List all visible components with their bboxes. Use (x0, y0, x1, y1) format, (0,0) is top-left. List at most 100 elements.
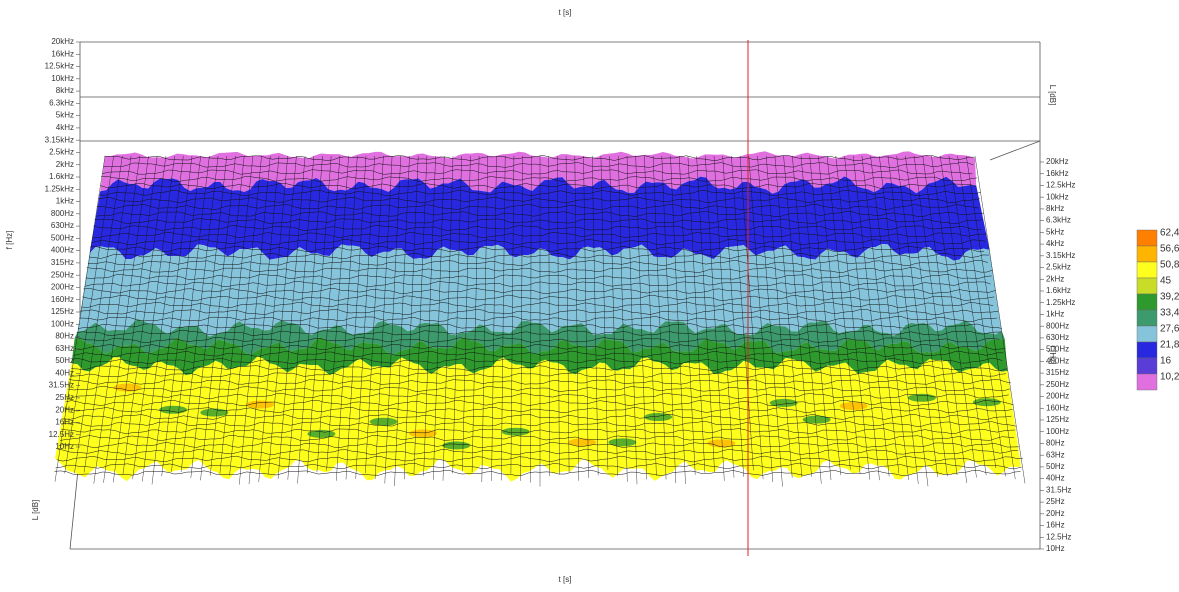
y-tick-label: 160Hz (1046, 403, 1069, 412)
surface-mesh (592, 155, 599, 476)
surface-mesh (74, 343, 1005, 351)
surface-mesh (73, 350, 1004, 358)
surface-patch (307, 429, 336, 438)
surface-mesh (713, 155, 735, 478)
legend-label: 50,8 (1160, 260, 1179, 271)
surface-mesh (326, 155, 349, 471)
surface-mesh (609, 155, 618, 476)
surface-mesh (565, 155, 570, 473)
surface-mesh (54, 470, 1021, 476)
y-tick-label: 1.6kHz (1046, 286, 1071, 295)
y-tick-label: 31.5Hz (1046, 485, 1071, 494)
y-tick-label: 10kHz (51, 74, 74, 83)
surface-patch (972, 398, 1001, 407)
y-tick-label: 400Hz (1046, 356, 1069, 365)
surface-mesh (413, 155, 428, 475)
surface-mesh (297, 155, 323, 484)
surface-mesh (67, 385, 1010, 392)
y-tick-label: 10Hz (55, 442, 74, 451)
surface-mesh (64, 406, 1013, 414)
y-tick-label: 16Hz (55, 418, 74, 427)
surface-patch (442, 441, 471, 450)
surface-mesh (481, 155, 488, 483)
y-tick-label: 1kHz (1046, 310, 1064, 319)
surface-mesh (113, 155, 158, 483)
time-axis-title: t [s] (559, 575, 572, 584)
legend-swatch (1136, 229, 1158, 247)
y-tick-label: 1kHz (56, 197, 74, 206)
surface-mesh (151, 155, 193, 485)
y-tick-label: 5kHz (1046, 227, 1064, 236)
surface-patch (159, 405, 188, 414)
surface-mesh (142, 155, 184, 482)
surface-mesh (60, 435, 1015, 441)
surface-mesh (90, 245, 985, 253)
surface-patch (408, 429, 437, 438)
surface-mesh (122, 155, 167, 475)
surface-mesh (161, 155, 201, 477)
surface-mesh (55, 462, 1022, 470)
surface-mesh (661, 155, 676, 483)
surface-mesh (394, 155, 410, 487)
surface-patch (907, 393, 936, 402)
surface-mesh (94, 218, 983, 224)
y-tick-label: 315Hz (1046, 368, 1069, 377)
surface-mesh (818, 155, 851, 470)
surface-mesh (670, 155, 686, 484)
surface-mesh (774, 155, 803, 478)
y-tick-label: 63Hz (1046, 450, 1065, 459)
y-tick-label: 16Hz (1046, 521, 1065, 530)
surface-mesh (931, 155, 977, 478)
surface-mesh (62, 421, 1017, 428)
surface-mesh (433, 155, 445, 480)
surface-mesh (200, 155, 236, 481)
surface-mesh (103, 162, 974, 168)
legend-label: 27,6 (1160, 324, 1179, 335)
surface-mesh (835, 155, 870, 480)
surface-mesh (722, 155, 744, 477)
surface-mesh (696, 155, 715, 472)
y-tick-label: 315Hz (51, 258, 74, 267)
surface-mesh (65, 399, 1014, 407)
legend-label: 33,4 (1160, 308, 1179, 319)
y-tick-label: 20Hz (1046, 509, 1065, 518)
y-tick-label: 3.15kHz (45, 135, 74, 144)
surface-mesh (56, 455, 1023, 463)
surface-mesh (287, 155, 314, 480)
legend-label: 56,6 (1160, 244, 1179, 255)
y-tick-label: 250Hz (1046, 380, 1069, 389)
surface-patch (568, 438, 597, 447)
y-tick-label: 31.5Hz (49, 381, 74, 390)
surface-band (100, 151, 977, 194)
surface-mesh (63, 413, 1012, 421)
y-tick-label: 400Hz (51, 246, 74, 255)
surface-mesh (600, 155, 609, 471)
surface-mesh (826, 155, 861, 474)
surface-mesh (93, 155, 140, 484)
surface-mesh (54, 155, 106, 482)
surface-mesh (97, 196, 980, 204)
surface-mesh (66, 392, 1009, 400)
surface-mesh (210, 155, 245, 476)
surface-mesh (905, 155, 948, 477)
surface-mesh (88, 252, 989, 260)
surface-patch (608, 438, 637, 447)
frame (69, 41, 1041, 550)
surface-mesh (766, 155, 793, 478)
legend-swatch (1136, 277, 1158, 295)
y-tick-label: 80Hz (55, 332, 74, 341)
y-tick-label: 12.5Hz (1046, 532, 1071, 541)
surface-mesh (957, 155, 1006, 477)
surface-mesh (922, 155, 967, 484)
surface-patch (707, 439, 736, 448)
surface-mesh (452, 155, 462, 474)
surface-mesh (940, 155, 987, 476)
surface-mesh (913, 155, 958, 476)
frequency-ticks: 20kHz 20kHz 16kHz 16kHz 12.5kHz 12.5kHz 10kHz 1… (45, 37, 1076, 553)
surface-mesh (844, 155, 880, 481)
surface-mesh (374, 155, 393, 480)
surface-mesh (101, 176, 978, 182)
surface-band (77, 244, 1002, 337)
y-tick-label: 25Hz (55, 393, 74, 402)
surface-mesh (423, 155, 436, 476)
